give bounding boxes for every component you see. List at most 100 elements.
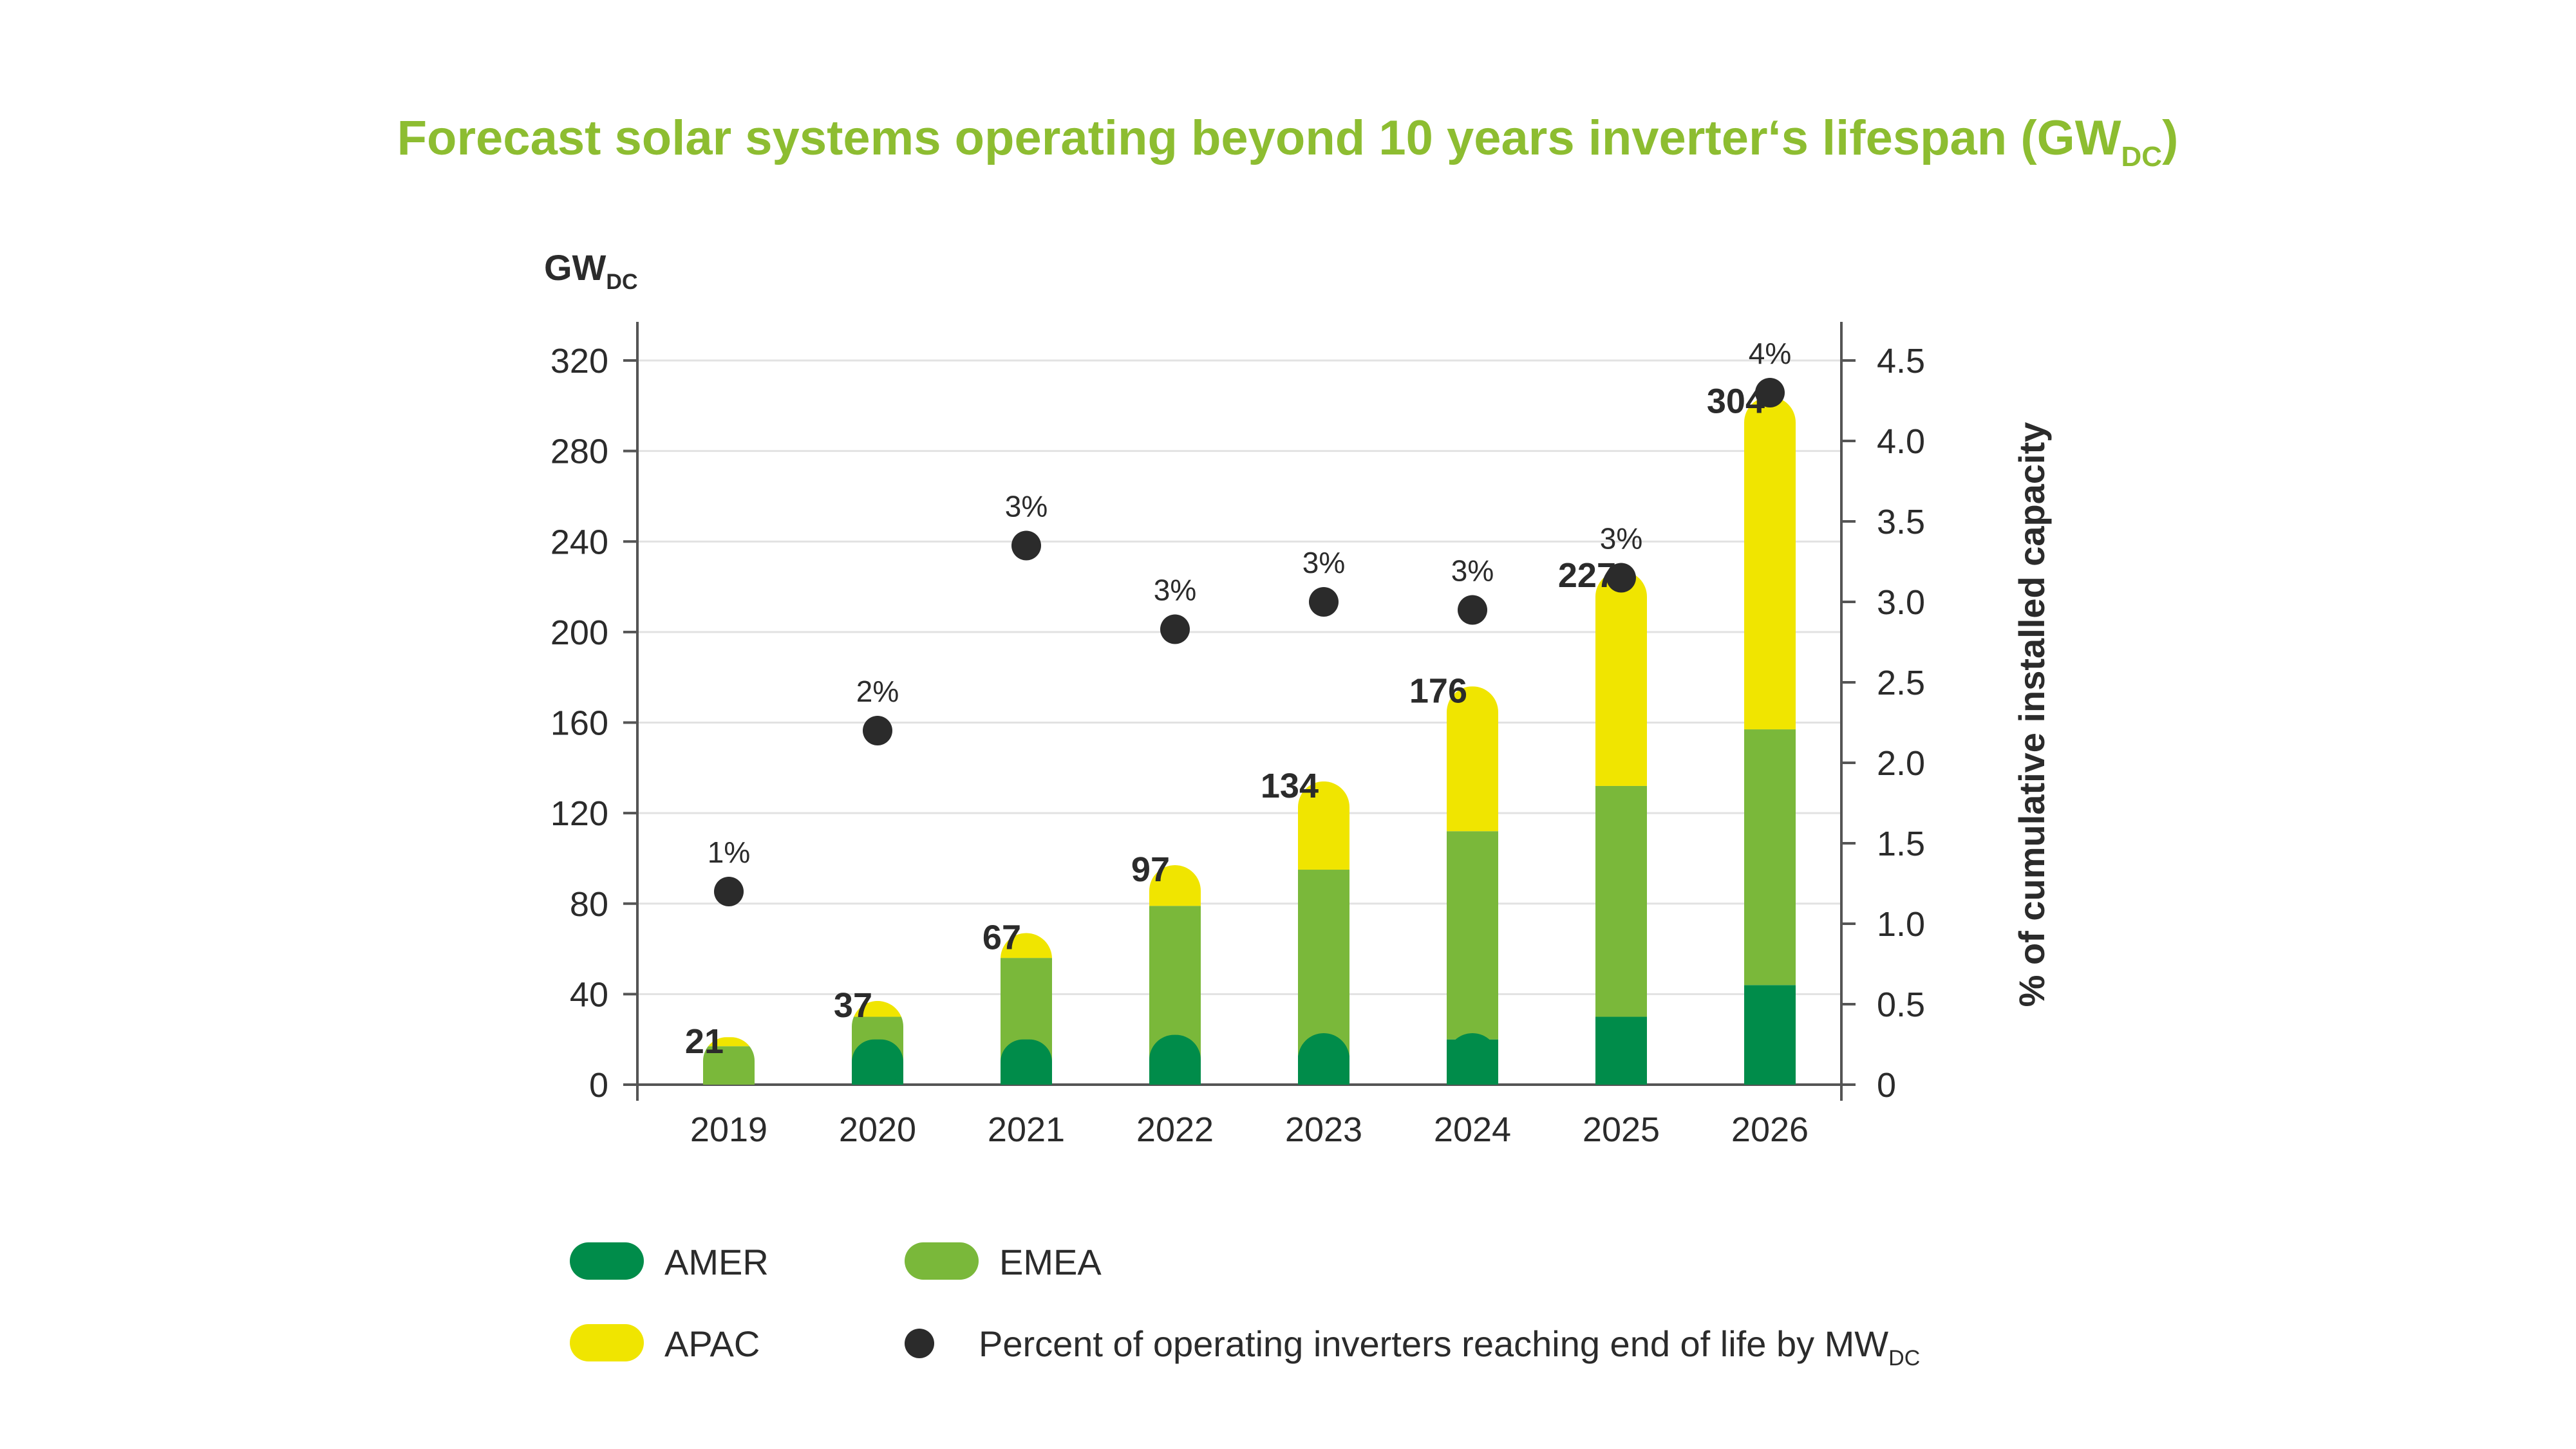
y2-tick-label: 1.0 — [1877, 905, 1925, 944]
bar-segment-apac — [1744, 397, 1796, 730]
chart-title-main: Forecast solar systems operating beyond … — [397, 111, 2121, 165]
y2-tick-label: 4.0 — [1877, 422, 1925, 461]
legend-label-percent-subscript: DC — [1888, 1346, 1920, 1370]
legend-label-emea: EMEA — [999, 1242, 1102, 1282]
percent-point-label: 3% — [1005, 490, 1048, 523]
bar-bottom-cap — [1001, 1039, 1052, 1085]
y2-tick-label: 4.5 — [1877, 342, 1925, 380]
y-axis-title: GWDC — [544, 247, 638, 294]
bar-bottom-cap — [1298, 1033, 1349, 1085]
bar-total-label: 304 — [1707, 382, 1765, 420]
right-axis-ticks: 0 0.5 1.0 1.5 2.0 2.5 3.0 3.5 4.0 4.5 — [1841, 342, 1925, 1105]
bar-segment-emea — [1298, 870, 1349, 1056]
axes — [636, 322, 1843, 1101]
bar-total-label: 134 — [1261, 767, 1319, 805]
x-tick-label: 2019 — [690, 1110, 767, 1149]
chart-title-subscript: DC — [2121, 141, 2163, 173]
left-axis-ticks: 0 40 80 120 160 200 240 280 320 — [550, 342, 637, 1105]
bar-total-label: 37 — [834, 986, 872, 1025]
y2-tick-label: 2.5 — [1877, 664, 1925, 702]
y-tick-label: 200 — [550, 613, 608, 652]
legend-swatch-amer — [570, 1242, 644, 1280]
bar-bottom-cap — [1595, 1033, 1647, 1085]
percent-point — [1755, 378, 1785, 407]
chart-title: Forecast solar systems operating beyond … — [397, 111, 2179, 173]
y-tick-label: 120 — [550, 794, 608, 833]
bar-bottom-cap — [1447, 1033, 1498, 1085]
bar-bottom-cap — [1744, 1033, 1796, 1085]
bar-total-label: 227 — [1558, 556, 1616, 595]
legend: AMER EMEA APAC Percent of operating inve… — [570, 1242, 1920, 1370]
legend-label-amer: AMER — [664, 1242, 769, 1282]
percent-point — [714, 877, 744, 906]
y-tick-label: 40 — [570, 975, 608, 1014]
x-tick-label: 2020 — [839, 1110, 916, 1149]
x-tick-label: 2023 — [1285, 1110, 1362, 1149]
y-axis-title-main: GW — [544, 247, 606, 288]
x-tick-label: 2025 — [1583, 1110, 1660, 1149]
y2-tick-label: 0 — [1877, 1066, 1896, 1105]
bar-bottom-cap — [1149, 1034, 1201, 1085]
y2-tick-label: 3.0 — [1877, 583, 1925, 622]
bar-2024 — [1447, 686, 1498, 1085]
y-axis-title-subscript: DC — [606, 270, 637, 294]
y-tick-label: 320 — [550, 342, 608, 380]
bar-segment-emea — [1447, 831, 1498, 1040]
chart-title-end: ) — [2162, 111, 2178, 165]
y-tick-label: 0 — [589, 1066, 608, 1105]
legend-swatch-emea — [905, 1242, 979, 1280]
y-tick-label: 280 — [550, 433, 608, 471]
percent-point-label: 1% — [708, 836, 750, 869]
bar-segment-apac — [1149, 865, 1201, 906]
legend-label-percent-main: Percent of operating inverters reaching … — [979, 1323, 1888, 1364]
x-tick-label: 2026 — [1731, 1110, 1809, 1149]
bar-segment-emea — [703, 1046, 755, 1085]
x-tick-label: 2021 — [988, 1110, 1065, 1149]
percent-points: 1% 2% 3% 3% 3% 3% 3% 4% — [708, 337, 1791, 906]
percent-point — [1606, 563, 1636, 593]
y2-tick-label: 1.5 — [1877, 825, 1925, 863]
bar-segment-emea — [1149, 906, 1201, 1060]
x-tick-label: 2024 — [1434, 1110, 1511, 1149]
y-tick-label: 160 — [550, 704, 608, 743]
bar-segment-apac — [1447, 686, 1498, 832]
percent-point — [1160, 614, 1190, 644]
percent-point — [1309, 587, 1339, 617]
y-tick-label: 240 — [550, 523, 608, 561]
legend-marker-percent — [905, 1329, 934, 1358]
y-tick-label: 80 — [570, 885, 608, 924]
legend-swatch-apac — [570, 1324, 644, 1361]
y2-tick-label: 3.5 — [1877, 503, 1925, 541]
bar-total-labels: 21 37 67 97 134 176 227 304 — [685, 382, 1765, 1061]
bar-segment-emea — [1744, 729, 1796, 986]
stacked-bars — [703, 397, 1796, 1085]
legend-label-percent: Percent of operating inverters reaching … — [979, 1323, 1920, 1370]
percent-point — [1458, 595, 1487, 625]
percent-point-label: 3% — [1154, 574, 1196, 607]
bar-total-label: 97 — [1131, 850, 1170, 889]
bar-bottom-cap — [852, 1039, 903, 1085]
percent-point — [1011, 530, 1041, 561]
x-tick-label: 2022 — [1136, 1110, 1214, 1149]
y2-tick-label: 0.5 — [1877, 986, 1925, 1024]
legend-label-apac: APAC — [664, 1323, 760, 1364]
bar-2025 — [1595, 570, 1647, 1085]
bar-2026 — [1744, 397, 1796, 1085]
percent-point-label: 4% — [1749, 337, 1791, 370]
bar-segment-emea — [1595, 785, 1647, 1017]
right-axis-title: % of cumulative installed capacity — [2011, 422, 2052, 1007]
percent-point-label: 2% — [856, 675, 899, 708]
bar-total-label: 176 — [1409, 671, 1467, 710]
percent-point-label: 3% — [1451, 554, 1494, 588]
bar-segment-apac — [1595, 570, 1647, 786]
bar-segment-apac — [1298, 781, 1349, 870]
y2-tick-label: 2.0 — [1877, 744, 1925, 783]
percent-point — [863, 716, 892, 745]
gridlines — [637, 359, 1841, 995]
percent-point-label: 3% — [1600, 522, 1642, 556]
bar-total-label: 21 — [685, 1022, 724, 1061]
bar-2022 — [1149, 865, 1201, 1085]
x-axis-ticks: 2019 2020 2021 2022 2023 2024 2025 2026 — [690, 1110, 1809, 1149]
bar-total-label: 67 — [982, 918, 1021, 957]
